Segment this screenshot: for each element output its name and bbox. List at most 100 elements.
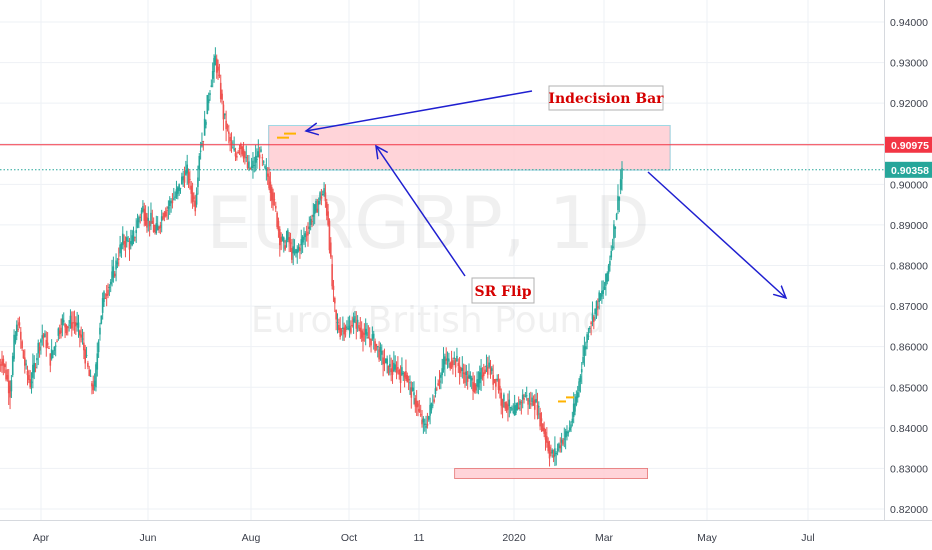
- candle[interactable]: [584, 341, 587, 356]
- candle[interactable]: [379, 342, 382, 361]
- candle[interactable]: [339, 317, 341, 340]
- candle[interactable]: [371, 326, 374, 341]
- candle[interactable]: [152, 217, 155, 233]
- candle[interactable]: [193, 192, 195, 207]
- candle[interactable]: [83, 331, 85, 360]
- candle[interactable]: [140, 207, 143, 222]
- candle[interactable]: [261, 153, 264, 167]
- x-axis[interactable]: Apr Jun Aug Oct 11 2020 Mar May Jul: [33, 532, 815, 544]
- candle[interactable]: [7, 369, 10, 406]
- candle[interactable]: [3, 363, 6, 374]
- candle[interactable]: [101, 292, 104, 320]
- candle[interactable]: [158, 226, 160, 234]
- candle[interactable]: [562, 438, 564, 446]
- candle[interactable]: [174, 191, 176, 201]
- candle[interactable]: [516, 402, 519, 411]
- candle[interactable]: [92, 375, 95, 394]
- candle[interactable]: [588, 326, 591, 334]
- candle[interactable]: [172, 187, 175, 201]
- candle[interactable]: [183, 166, 186, 188]
- candle[interactable]: [113, 271, 116, 278]
- candle[interactable]: [116, 258, 119, 269]
- candle[interactable]: [233, 136, 235, 152]
- candle[interactable]: [438, 370, 441, 390]
- candle[interactable]: [138, 215, 140, 229]
- candle[interactable]: [321, 190, 324, 196]
- candle[interactable]: [394, 355, 397, 373]
- candle[interactable]: [495, 378, 497, 399]
- candle[interactable]: [60, 318, 62, 339]
- candle[interactable]: [593, 315, 595, 330]
- candle[interactable]: [244, 150, 246, 165]
- candle[interactable]: [19, 326, 22, 349]
- candle[interactable]: [380, 344, 383, 366]
- candle[interactable]: [171, 193, 174, 209]
- candle[interactable]: [356, 315, 359, 332]
- candle[interactable]: [156, 216, 159, 231]
- candle[interactable]: [182, 170, 184, 187]
- candle[interactable]: [155, 215, 158, 235]
- candle[interactable]: [25, 359, 27, 370]
- candle[interactable]: [548, 440, 551, 467]
- candle[interactable]: [268, 167, 270, 191]
- candle[interactable]: [131, 229, 133, 247]
- candle[interactable]: [309, 215, 312, 231]
- candle[interactable]: [525, 386, 528, 401]
- candle[interactable]: [75, 316, 77, 335]
- candle[interactable]: [57, 327, 60, 341]
- candle[interactable]: [304, 231, 307, 248]
- candle[interactable]: [270, 184, 273, 209]
- candle[interactable]: [305, 225, 308, 242]
- candle[interactable]: [347, 316, 350, 331]
- candle[interactable]: [323, 182, 325, 197]
- candle[interactable]: [528, 392, 531, 409]
- candle[interactable]: [391, 359, 394, 384]
- candle[interactable]: [335, 309, 337, 331]
- candle[interactable]: [398, 368, 401, 380]
- candle[interactable]: [413, 381, 415, 405]
- candle[interactable]: [132, 226, 135, 245]
- candle[interactable]: [284, 240, 286, 251]
- candle[interactable]: [147, 206, 150, 232]
- candle[interactable]: [512, 403, 515, 415]
- candle[interactable]: [17, 317, 19, 333]
- candle[interactable]: [185, 160, 187, 176]
- candle[interactable]: [579, 374, 582, 393]
- candle[interactable]: [5, 361, 7, 382]
- candle[interactable]: [28, 369, 30, 384]
- candle[interactable]: [617, 184, 619, 215]
- candle[interactable]: [591, 301, 594, 327]
- candle[interactable]: [297, 243, 300, 253]
- candle[interactable]: [368, 327, 371, 348]
- candle[interactable]: [551, 448, 554, 458]
- candle[interactable]: [14, 331, 17, 345]
- candle[interactable]: [285, 230, 288, 248]
- candle[interactable]: [500, 388, 503, 415]
- candle[interactable]: [202, 140, 205, 151]
- candle[interactable]: [254, 144, 257, 172]
- candle[interactable]: [242, 141, 245, 163]
- candle[interactable]: [13, 329, 15, 362]
- candle[interactable]: [328, 218, 331, 254]
- candle[interactable]: [343, 322, 346, 341]
- candle[interactable]: [79, 329, 81, 348]
- candle[interactable]: [241, 145, 244, 157]
- candle[interactable]: [411, 381, 414, 392]
- candle[interactable]: [342, 316, 344, 341]
- candle[interactable]: [69, 309, 72, 329]
- candle[interactable]: [583, 336, 586, 367]
- candle[interactable]: [355, 311, 358, 340]
- candle[interactable]: [555, 451, 558, 466]
- candle[interactable]: [33, 355, 36, 380]
- candle[interactable]: [316, 199, 319, 213]
- candle[interactable]: [457, 358, 460, 373]
- candle[interactable]: [532, 395, 535, 406]
- candle[interactable]: [454, 357, 457, 378]
- candle[interactable]: [80, 326, 82, 343]
- candle[interactable]: [154, 224, 156, 235]
- candle[interactable]: [533, 394, 536, 420]
- candle[interactable]: [433, 395, 435, 404]
- candle[interactable]: [42, 332, 45, 348]
- candle[interactable]: [40, 338, 42, 355]
- candle[interactable]: [146, 213, 148, 233]
